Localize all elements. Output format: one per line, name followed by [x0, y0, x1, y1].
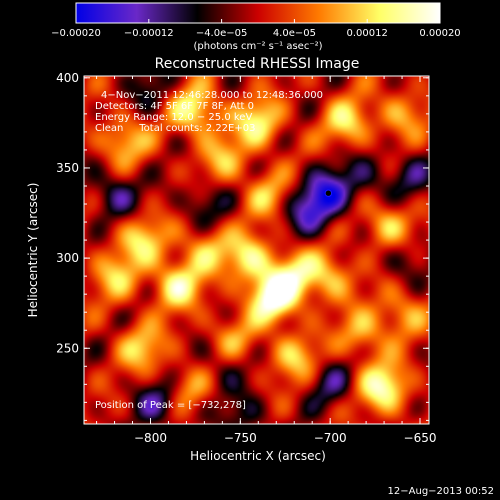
y-tick-label: 300	[56, 251, 79, 265]
colorbar-unit-label: (photons cm⁻² s⁻¹ asec⁻²)	[193, 41, 322, 52]
colorbar: −0.00020 −0.00012 −4.0e−05 4.0e−05 0.00012 0.…	[51, 2, 461, 52]
heatmap-raster	[84, 76, 429, 424]
y-axis: 250 300 350 400	[56, 71, 429, 421]
y-tick-label: 350	[56, 161, 79, 175]
peak-marker	[324, 189, 333, 197]
footer-timestamp: 12−Aug−2013 00:52	[388, 486, 494, 497]
peak-position-label: Position of Peak = [−732,278]	[95, 400, 246, 411]
colorbar-frame	[75, 2, 441, 24]
y-axis-label: Heliocentric Y (arcsec)	[26, 183, 40, 318]
chart-title: Reconstructed RHESSI Image	[155, 56, 360, 72]
x-axis-label: Heliocentric X (arcsec)	[190, 449, 326, 463]
y-tick-label: 400	[56, 71, 79, 85]
colorbar-tick-label: −0.00012	[124, 28, 174, 39]
x-axis: −800 −750 −700 −650	[96, 76, 437, 445]
plot-frame	[83, 75, 430, 425]
x-tick-label: −700	[314, 431, 347, 445]
heatmap-image	[84, 76, 429, 424]
x-tick-label: −650	[404, 431, 437, 445]
annotation-block: 4−Nov−2011 12:46:28.000 to 12:48:36.000 …	[95, 90, 323, 134]
x-tick-label: −750	[224, 431, 257, 445]
annotation-detectors: Detectors: 4F 5F 6F 7F 8F, Att 0	[95, 101, 254, 112]
colorbar-ticks: −0.00020 −0.00012 −4.0e−05 4.0e−05 0.00012 0.…	[51, 19, 461, 39]
annotation-clean: Clean Total counts: 2.22E+03	[95, 123, 255, 134]
colorbar-tick-label: 4.0e−05	[273, 28, 316, 39]
colorbar-tick-label: −4.0e−05	[196, 28, 248, 39]
x-tick-label: −800	[134, 431, 167, 445]
colorbar-tick-label: 0.00012	[347, 28, 388, 39]
colorbar-tick-label: −0.00020	[51, 28, 101, 39]
colorbar-gradient	[76, 3, 440, 23]
annotation-energy: Energy Range: 12.0 − 25.0 keV	[95, 112, 252, 123]
colorbar-tick-label: 0.00020	[419, 28, 460, 39]
y-tick-label: 250	[56, 341, 79, 355]
annotation-time: 4−Nov−2011 12:46:28.000 to 12:48:36.000	[101, 90, 323, 101]
marker-dot	[324, 189, 333, 197]
